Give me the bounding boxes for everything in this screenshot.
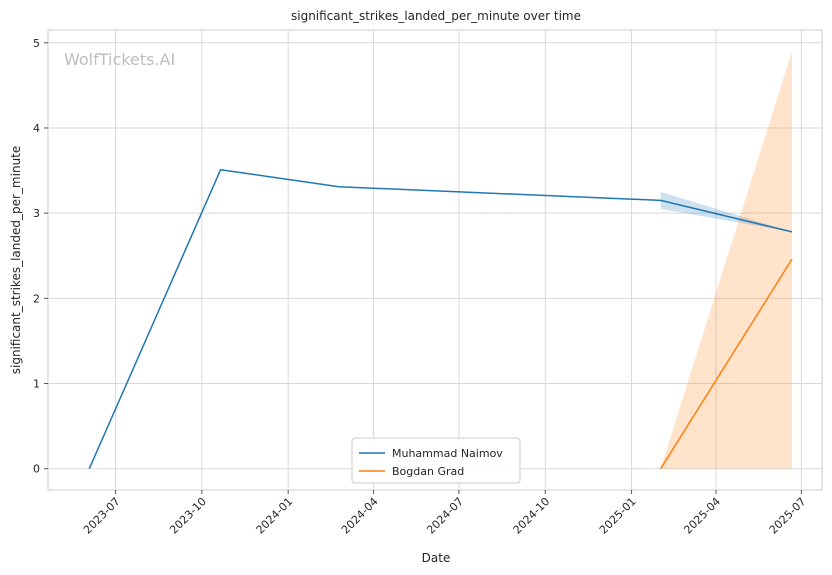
- y-tick-label: 5: [33, 37, 40, 50]
- plot-area: WolfTickets.AI: [47, 29, 823, 491]
- series-lines: [88, 168, 793, 470]
- x-axis-ticks: 2023-07 2023-10 2024-01 2024-04 2024-07 2024-…: [81, 490, 809, 537]
- x-tick-label: 2024-04: [339, 495, 381, 537]
- series-line-muhammad-naimov: [88, 168, 793, 470]
- series-line-bogdan-grad: [659, 258, 793, 470]
- y-tick-label: 4: [33, 122, 40, 135]
- y-axis-ticks: 0 1 2 3 4 5: [33, 37, 48, 476]
- x-tick-label: 2025-04: [681, 495, 723, 537]
- legend: Muhammad Naimov Bogdan Grad: [351, 437, 521, 484]
- y-axis-label: significant_strikes_landed_per_minute: [9, 146, 23, 375]
- y-tick-label: 2: [33, 292, 40, 305]
- x-tick-label: 2024-07: [424, 495, 466, 537]
- chart-title: significant_strikes_landed_per_minute ov…: [291, 9, 581, 23]
- x-tick-label: 2023-10: [167, 495, 209, 537]
- confidence-bands: [660, 51, 792, 469]
- legend-box: [351, 437, 521, 484]
- watermark: WolfTickets.AI: [64, 50, 175, 69]
- legend-label-muhammad-naimov: Muhammad Naimov: [392, 447, 503, 460]
- x-tick-label: 2024-10: [511, 495, 553, 537]
- x-axis-label: Date: [422, 551, 451, 565]
- band-bogdan-grad: [660, 51, 792, 469]
- band-muhammad-naimov: [660, 191, 792, 232]
- y-tick-label: 1: [33, 378, 40, 391]
- plot-background: [47, 29, 823, 491]
- legend-label-bogdan-grad: Bogdan Grad: [392, 465, 464, 478]
- x-tick-label: 2024-01: [254, 495, 296, 537]
- x-tick-label: 2025-07: [767, 495, 809, 537]
- x-tick-label: 2023-07: [81, 495, 123, 537]
- y-tick-label: 0: [33, 463, 40, 476]
- x-tick-label: 2025-01: [597, 495, 639, 537]
- y-tick-label: 3: [33, 207, 40, 220]
